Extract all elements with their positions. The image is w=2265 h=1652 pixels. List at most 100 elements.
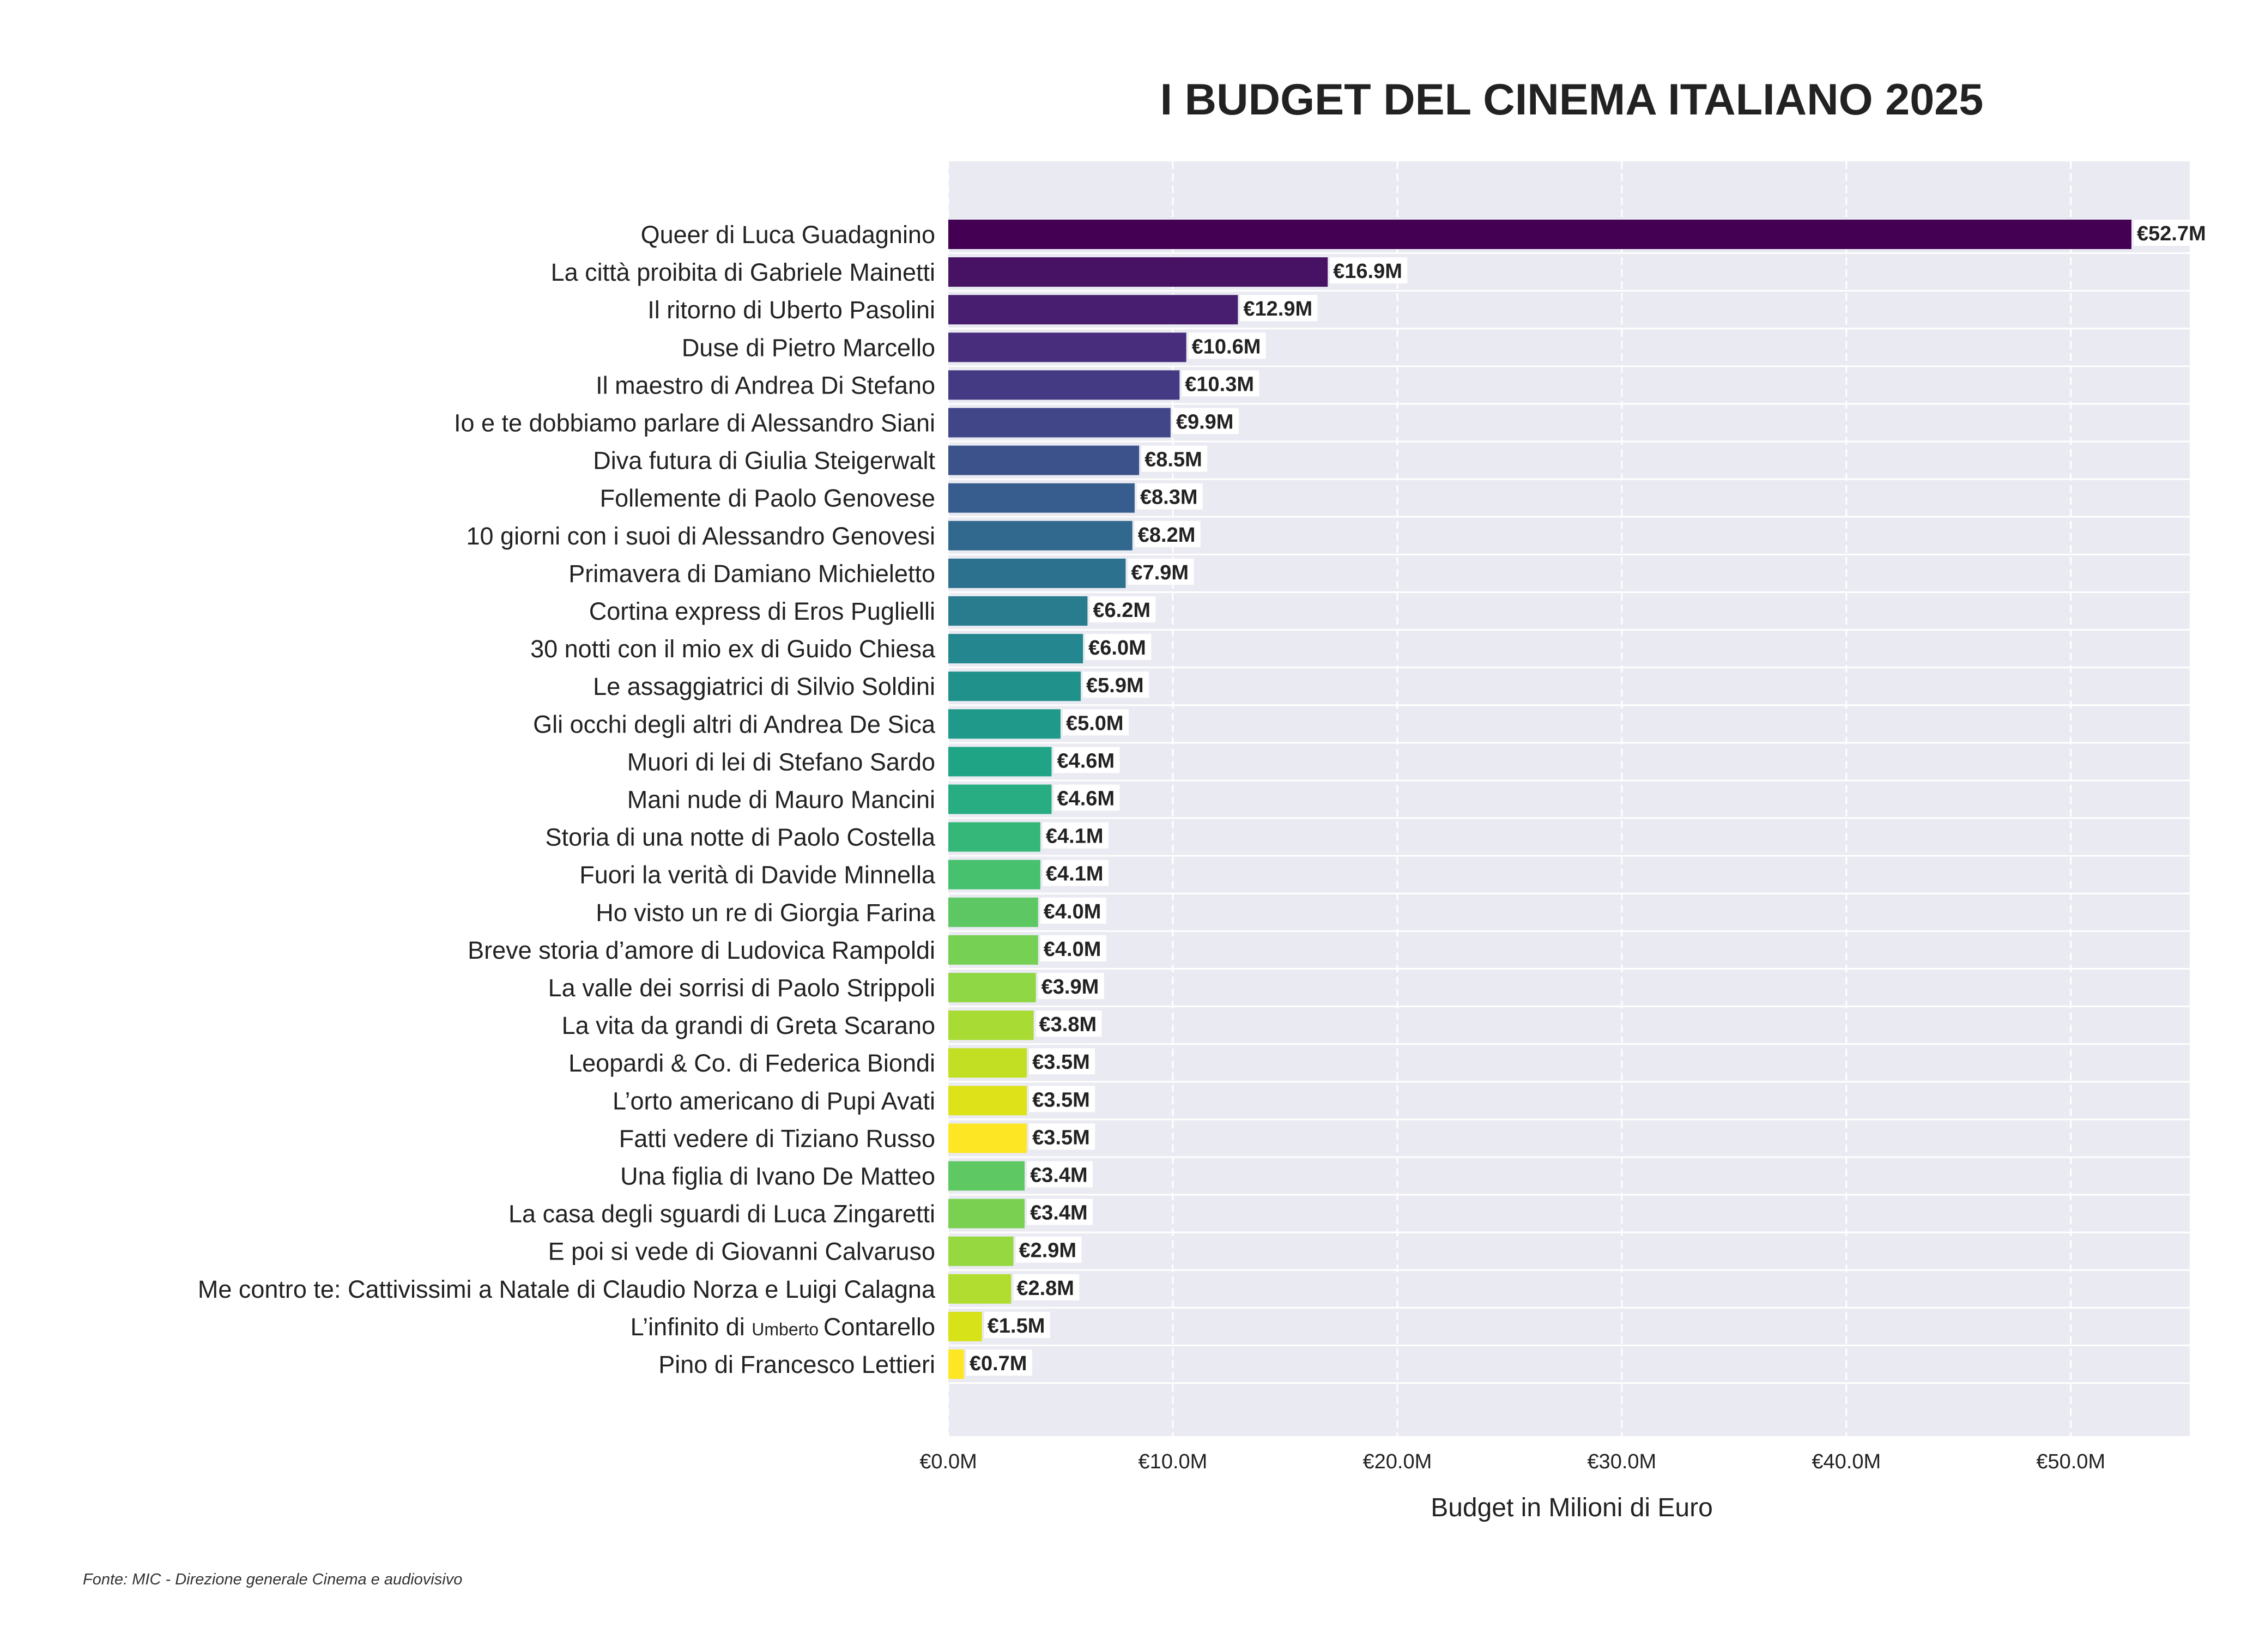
category-label: La valle dei sorrisi di Paolo Strippoli bbox=[548, 974, 935, 1002]
value-label-box bbox=[1136, 483, 1203, 510]
value-label: €5.9M bbox=[1086, 674, 1144, 697]
value-label-box bbox=[1040, 935, 1106, 961]
category-label: 10 giorni con i suoi di Alessandro Genov… bbox=[466, 522, 935, 550]
category-label: Una figlia di Ivano De Matteo bbox=[620, 1163, 935, 1190]
value-label: €8.5M bbox=[1144, 449, 1202, 471]
value-label: €2.8M bbox=[1016, 1277, 1074, 1300]
value-label-box bbox=[1128, 558, 1194, 585]
value-label-box bbox=[1134, 521, 1201, 547]
category-label: Diva futura di Giulia Steigerwalt bbox=[593, 447, 935, 475]
category-label: Primavera di Damiano Michieletto bbox=[568, 560, 935, 588]
value-label: €6.2M bbox=[1093, 599, 1150, 622]
value-label-box bbox=[1062, 709, 1129, 736]
value-label: €4.0M bbox=[1044, 900, 1101, 923]
category-label-part: Contarello bbox=[823, 1313, 935, 1341]
value-label-box bbox=[1053, 784, 1120, 811]
value-label-box bbox=[1172, 408, 1239, 434]
bar bbox=[948, 935, 1038, 965]
value-label-box bbox=[1035, 1010, 1102, 1037]
value-label-box bbox=[1053, 747, 1120, 773]
value-label: €16.9M bbox=[1333, 260, 1402, 283]
value-label: €52.7M bbox=[2137, 222, 2206, 245]
category-label: La vita da grandi di Greta Scarano bbox=[562, 1012, 935, 1039]
category-label: Me contro te: Cattivissimi a Natale di C… bbox=[198, 1275, 936, 1303]
x-tick-label: €50.0M bbox=[2036, 1450, 2105, 1473]
bar bbox=[948, 220, 2131, 249]
value-label-box bbox=[1089, 596, 1156, 622]
category-label: L’orto americano di Pupi Avati bbox=[613, 1087, 935, 1115]
bar bbox=[948, 747, 1052, 777]
category-label: Leopardi & Co. di Federica Biondi bbox=[568, 1049, 935, 1077]
bar bbox=[948, 709, 1061, 739]
value-label: €9.9M bbox=[1176, 411, 1234, 434]
value-label-box bbox=[1015, 1236, 1082, 1263]
value-label: €5.0M bbox=[1066, 712, 1124, 735]
x-tick-label: €30.0M bbox=[1587, 1450, 1656, 1473]
value-label: €2.9M bbox=[1019, 1239, 1076, 1262]
value-label: €3.5M bbox=[1032, 1126, 1090, 1149]
value-label: €12.9M bbox=[1243, 298, 1312, 320]
bar bbox=[948, 370, 1180, 400]
bar bbox=[948, 671, 1081, 701]
bar bbox=[948, 1236, 1014, 1266]
value-label: €3.8M bbox=[1039, 1013, 1097, 1036]
bar bbox=[948, 408, 1171, 438]
value-label: €3.9M bbox=[1041, 976, 1099, 999]
bars: €52.7M €16.9M €12.9M €10.6M €10.3M €9.9M €8.5M… bbox=[948, 220, 2211, 1379]
bar bbox=[948, 483, 1135, 513]
category-label-part-small: Umberto bbox=[752, 1320, 823, 1339]
bar bbox=[948, 1161, 1025, 1191]
bar bbox=[948, 332, 1186, 362]
category-label: Io e te dobbiamo parlare di Alessandro S… bbox=[454, 409, 935, 437]
bar bbox=[948, 521, 1132, 550]
bar bbox=[948, 1311, 982, 1341]
category-label: Breve storia d’amore di Ludovica Rampold… bbox=[468, 936, 935, 964]
category-label: Mani nude di Mauro Mancini bbox=[627, 786, 935, 814]
value-label-box bbox=[1029, 1123, 1095, 1150]
value-label: €3.5M bbox=[1032, 1051, 1090, 1074]
bar bbox=[948, 897, 1038, 927]
value-label-box bbox=[1141, 445, 1208, 472]
value-label-box bbox=[1038, 973, 1104, 999]
value-label: €4.1M bbox=[1046, 863, 1104, 886]
category-label: Follemente di Paolo Genovese bbox=[600, 485, 935, 512]
value-label-box bbox=[1013, 1274, 1080, 1300]
bar bbox=[948, 784, 1052, 814]
value-label: €10.3M bbox=[1185, 373, 1254, 396]
bar bbox=[948, 1199, 1025, 1229]
grid-lines bbox=[947, 161, 2190, 1436]
category-label: Queer di Luca Guadagnino bbox=[641, 221, 935, 249]
value-label: €1.5M bbox=[988, 1315, 1045, 1338]
category-label: Duse di Pietro Marcello bbox=[682, 334, 935, 361]
value-label: €0.7M bbox=[970, 1352, 1027, 1375]
value-label: €3.5M bbox=[1032, 1088, 1090, 1111]
value-label: €4.0M bbox=[1044, 938, 1101, 961]
value-label: €10.6M bbox=[1192, 335, 1261, 358]
category-label: Gli occhi degli altri di Andrea De Sica bbox=[533, 710, 936, 738]
bar bbox=[948, 860, 1040, 889]
value-label-box bbox=[1188, 332, 1266, 359]
bar bbox=[948, 1123, 1027, 1153]
category-label: Il ritorno di Uberto Pasolini bbox=[647, 296, 935, 324]
x-tick-label: €0.0M bbox=[919, 1450, 977, 1473]
value-label: €4.1M bbox=[1046, 825, 1104, 848]
category-label: Cortina express di Eros Puglielli bbox=[589, 597, 935, 625]
bar bbox=[948, 558, 1126, 588]
value-label: €4.6M bbox=[1057, 788, 1115, 810]
category-label: L’infinito di Umberto Contarello bbox=[631, 1313, 935, 1341]
value-label-box bbox=[1029, 1048, 1095, 1075]
value-label-box bbox=[1083, 671, 1149, 698]
value-label-box bbox=[1040, 897, 1106, 924]
category-label: Le assaggiatrici di Silvio Soldini bbox=[593, 673, 935, 700]
category-label: Fatti vedere di Tiziano Russo bbox=[619, 1124, 935, 1152]
value-label-box bbox=[1029, 1086, 1095, 1112]
category-label: Muori di lei di Stefano Sardo bbox=[627, 748, 935, 776]
category-label: Storia di una notte di Paolo Costella bbox=[546, 824, 936, 851]
value-label-box bbox=[1042, 822, 1109, 849]
category-label: Fuori la verità di Davide Minnella bbox=[579, 861, 936, 889]
value-label-box bbox=[1085, 634, 1152, 661]
value-label-box bbox=[1330, 257, 1408, 284]
value-label: €8.3M bbox=[1140, 486, 1198, 509]
value-label-box bbox=[966, 1350, 1032, 1376]
